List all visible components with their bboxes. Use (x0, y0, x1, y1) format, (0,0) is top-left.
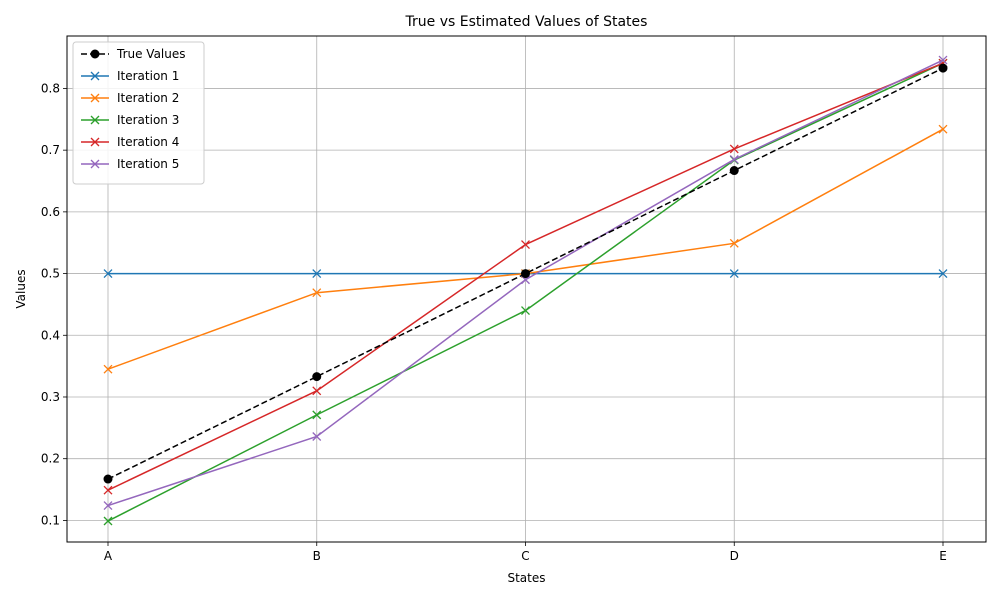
data-point-iteration-3 (312, 410, 322, 420)
y-tick-label: 0.3 (41, 390, 60, 404)
y-tick-label: 0.4 (41, 328, 60, 342)
marker-stroke (729, 269, 739, 279)
marker-stroke (521, 240, 530, 250)
legend-label: True Values (116, 47, 186, 61)
marker-stroke (90, 115, 100, 125)
data-point-iteration-1 (729, 269, 739, 279)
marker-stroke (103, 501, 113, 511)
y-tick-label: 0.8 (41, 81, 60, 95)
marker-stroke (938, 269, 948, 279)
marker-stroke (729, 144, 739, 154)
data-point-iteration-4 (103, 485, 113, 495)
data-point-iteration-5 (729, 154, 739, 164)
marker-stroke (103, 364, 113, 374)
legend-label: Iteration 2 (117, 91, 179, 105)
data-point-true-values (103, 474, 113, 484)
marker-stroke (103, 269, 113, 279)
data-point-iteration-2 (312, 288, 322, 298)
legend-item-iteration-5: Iteration 5 (81, 157, 179, 171)
y-tick-label: 0.5 (41, 267, 60, 281)
marker-stroke (90, 137, 100, 147)
legend-item-iteration-3: Iteration 3 (81, 113, 179, 127)
legend-marker (90, 49, 100, 59)
data-point-iteration-2 (103, 364, 113, 374)
x-axis-label: States (507, 571, 545, 585)
legend-label: Iteration 4 (117, 135, 179, 149)
y-tick-label: 0.1 (41, 513, 60, 527)
marker-stroke (103, 516, 113, 526)
series-true-values (103, 63, 948, 484)
marker-stroke (90, 159, 100, 169)
x-tick-label: C (521, 549, 529, 563)
legend-box (72, 41, 205, 185)
legend-marker (90, 115, 100, 125)
series-iteration-5 (103, 55, 948, 511)
marker-stroke (90, 71, 100, 81)
legend-marker (90, 159, 100, 169)
data-point-true-values (938, 63, 948, 73)
legend-item-iteration-2: Iteration 2 (81, 91, 179, 105)
data-point-iteration-3 (521, 306, 530, 316)
x-tick-label: A (104, 549, 113, 563)
series-group (103, 55, 948, 526)
chart-title: True vs Estimated Values of States (405, 14, 648, 30)
marker-stroke (312, 288, 322, 298)
marker-stroke (938, 55, 948, 65)
axes: A B C D E 0.1 0.2 0.3 0.4 0.5 0.6 0.7 0.8 (41, 81, 947, 563)
data-point-iteration-4 (312, 386, 322, 396)
data-point-iteration-3 (103, 516, 113, 526)
marker-stroke (90, 93, 100, 103)
y-axis-label: Values (14, 269, 28, 308)
marker-stroke (312, 432, 322, 441)
marker-stroke (312, 269, 322, 279)
legend-marker (90, 71, 100, 81)
data-point-true-values (729, 166, 739, 176)
marker-stroke (729, 238, 739, 248)
marker-stroke (938, 124, 948, 134)
legend-item-iteration-4: Iteration 4 (81, 135, 179, 149)
legend-marker (90, 93, 100, 103)
legend: True Values Iteration 1 Iteration 2 Iterati… (72, 41, 205, 185)
marker-stroke (312, 410, 322, 420)
data-point-true-values (521, 269, 530, 279)
marker-stroke (729, 154, 739, 164)
legend-label: Iteration 1 (117, 69, 179, 83)
legend-label: Iteration 5 (117, 157, 179, 171)
marker-stroke (103, 485, 113, 495)
data-point-iteration-2 (729, 238, 739, 248)
y-tick-label: 0.6 (41, 205, 60, 219)
legend-label: Iteration 3 (117, 113, 179, 127)
data-point-iteration-1 (312, 269, 322, 279)
x-tick-label: B (313, 549, 321, 563)
data-point-iteration-5 (103, 501, 113, 511)
data-point-iteration-2 (938, 124, 948, 134)
x-tick-label: E (939, 549, 947, 563)
data-point-iteration-5 (938, 55, 948, 65)
legend-item-iteration-1: Iteration 1 (81, 69, 179, 83)
data-point-iteration-4 (729, 144, 739, 154)
y-tick-label: 0.2 (41, 452, 60, 466)
plot-frame (66, 35, 987, 543)
data-point-iteration-1 (103, 269, 113, 279)
marker-stroke (521, 306, 530, 316)
legend-marker (90, 137, 100, 147)
y-tick-label: 0.7 (41, 143, 60, 157)
data-point-iteration-5 (312, 432, 322, 441)
series-iteration-4 (103, 58, 948, 495)
x-tick-label: D (730, 549, 739, 563)
data-point-iteration-1 (938, 269, 948, 279)
data-point-iteration-4 (521, 240, 530, 250)
legend-item-true-values: True Values (81, 47, 186, 61)
marker-stroke (312, 386, 322, 396)
data-point-true-values (312, 372, 322, 382)
series-line-true-values (107, 67, 944, 480)
